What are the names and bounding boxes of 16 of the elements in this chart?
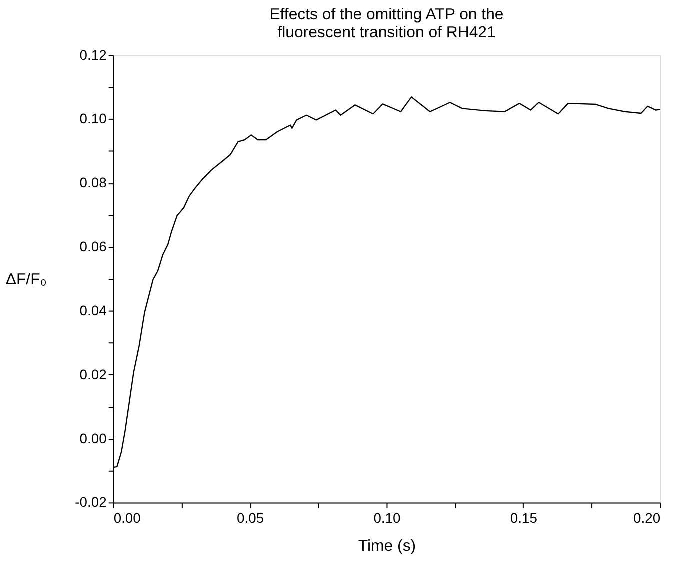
y-tick-label: -0.02 xyxy=(75,494,108,510)
x-tick-label: 0.00 xyxy=(114,510,142,526)
x-tick-label: 0.15 xyxy=(510,510,538,526)
y-tick-label: 0.04 xyxy=(80,302,108,318)
x-tick-label: 0.20 xyxy=(634,510,661,526)
chart-title: Effects of the omitting ATP on the fluorescent transition of RH421 xyxy=(270,6,504,42)
x-axis-title: Time (s) xyxy=(358,538,416,555)
y-tick-label: 0.08 xyxy=(80,174,108,191)
y-tick-label: 0.10 xyxy=(80,110,108,127)
y-tick-label: 0.06 xyxy=(80,238,108,255)
y-axis-title: ΔF/F₀ xyxy=(6,271,47,288)
y-tick-label: 0.00 xyxy=(80,430,108,446)
y-tick-label: 0.02 xyxy=(80,366,108,382)
y-tick-label: 0.12 xyxy=(80,46,108,63)
x-tick-label: 0.10 xyxy=(374,510,402,526)
x-tick-label: 0.05 xyxy=(236,510,264,526)
